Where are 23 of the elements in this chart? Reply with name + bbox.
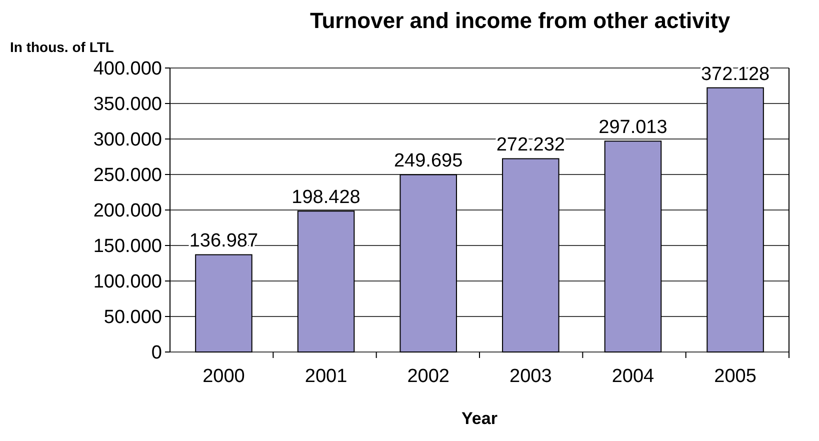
x-tick-label: 2001	[304, 366, 348, 387]
data-label: 198.428	[292, 187, 360, 208]
chart-title: Turnover and income from other activity	[310, 8, 731, 33]
y-tick-label: 300.000	[93, 130, 162, 151]
data-label: 272.232	[496, 134, 565, 156]
x-tick-label: 2004	[612, 366, 655, 387]
y-tick-label: 150.000	[93, 236, 162, 258]
x-tick-label: 2003	[510, 366, 552, 387]
y-tick-label: 200.000	[93, 200, 162, 222]
y-tick-label: 400.000	[93, 58, 162, 80]
y-axis-title: In thous. of LTL	[10, 39, 114, 55]
x-tick-label: 2000	[202, 366, 245, 387]
y-tick-label: 0	[151, 342, 162, 364]
data-label: 297.013	[598, 117, 668, 138]
x-axis-title: Year	[462, 409, 498, 428]
y-tick-label: 100.000	[93, 272, 162, 293]
y-tick-label: 250.000	[93, 165, 162, 186]
y-tick-label: 350.000	[93, 94, 162, 116]
y-tick-label: 50.000	[104, 307, 162, 328]
x-tick-label: 2002	[407, 366, 450, 387]
data-label: 372.128	[700, 64, 770, 85]
data-label: 249.695	[394, 150, 463, 172]
x-tick-label: 2005	[714, 366, 756, 387]
